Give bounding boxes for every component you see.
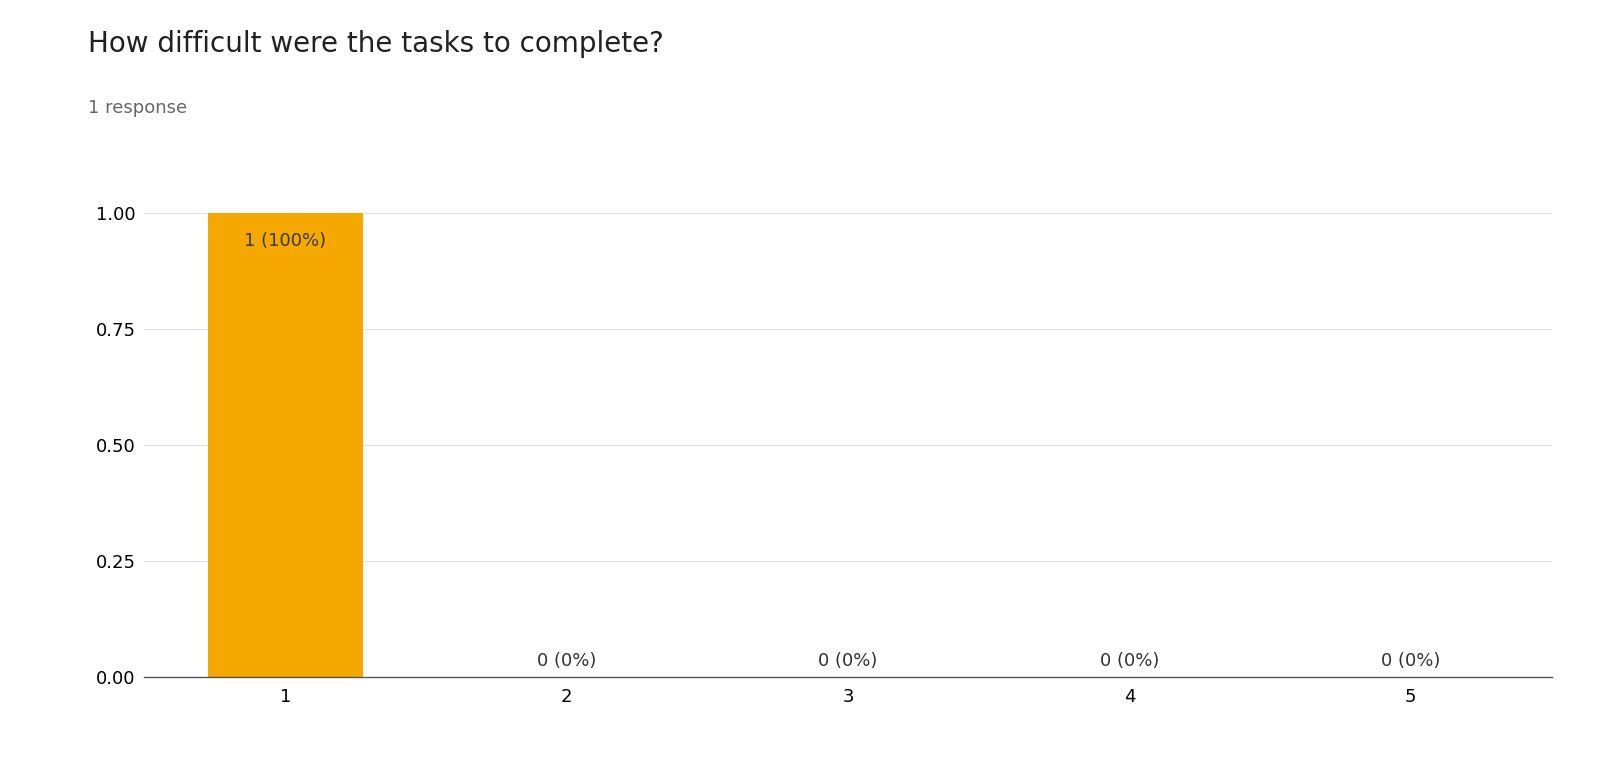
Text: 1 (100%): 1 (100%) bbox=[245, 231, 326, 250]
Text: 0 (0%): 0 (0%) bbox=[818, 652, 878, 670]
Text: 0 (0%): 0 (0%) bbox=[538, 652, 597, 670]
Text: How difficult were the tasks to complete?: How difficult were the tasks to complete… bbox=[88, 30, 664, 59]
Bar bbox=[208, 213, 363, 677]
Text: 1 response: 1 response bbox=[88, 99, 187, 117]
Text: 0 (0%): 0 (0%) bbox=[1381, 652, 1440, 670]
Text: 0 (0%): 0 (0%) bbox=[1099, 652, 1158, 670]
